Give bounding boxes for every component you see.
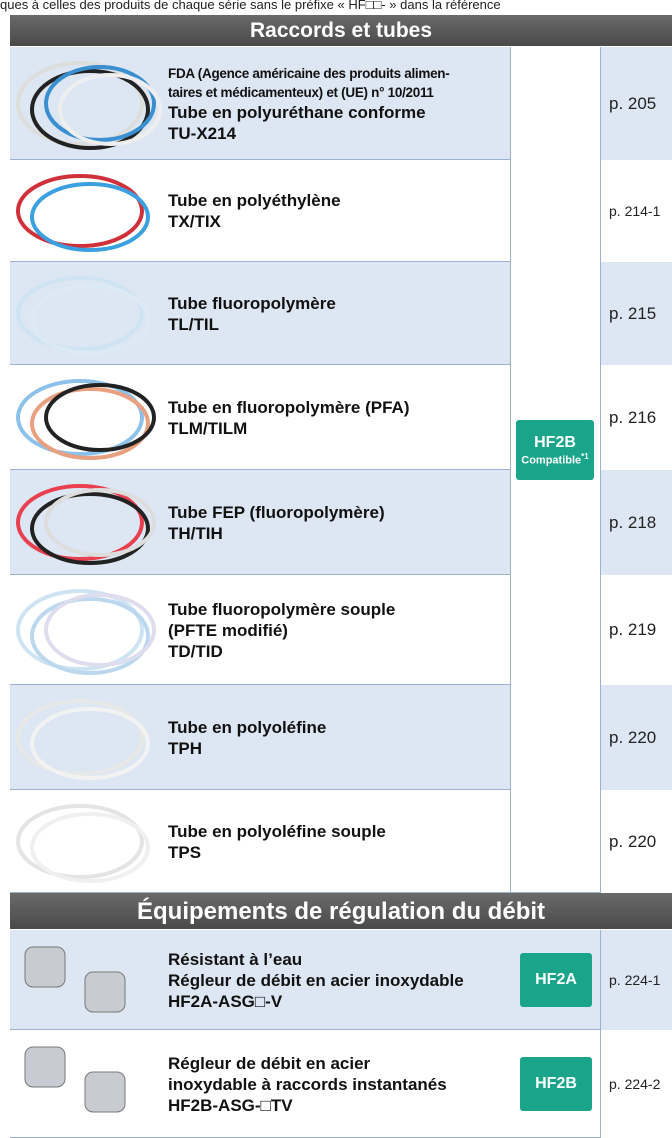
- product-text: Tube en fluoropolymère (PFA) TLM/TILM: [168, 365, 503, 470]
- product-image: [24, 1046, 126, 1113]
- product-text: Tube en polyoléfine souple TPS: [168, 790, 503, 893]
- text-line: Tube fluoropolymère: [168, 293, 336, 313]
- text-line: TPS: [168, 842, 202, 862]
- text-line: (PFTE modifié): [168, 620, 288, 640]
- badge: HF2B: [520, 1057, 592, 1111]
- badge: HF2A: [520, 953, 592, 1007]
- product-text: Tube FEP (fluoropolymère) TH/TIH: [168, 470, 503, 575]
- badge-note-text: Compatible: [521, 454, 582, 467]
- text-line: TL/TIL: [168, 314, 219, 334]
- text-line: Tube en polyoléfine souple: [168, 821, 386, 841]
- product-image: [16, 589, 156, 675]
- text-line: TPH: [168, 738, 202, 758]
- badge: HF2B Compatible*1: [516, 420, 594, 480]
- text-line: Tube en fluoropolymère (PFA): [168, 397, 410, 417]
- product-text: Régleur de débit en acier inoxydable à ra…: [168, 1030, 503, 1138]
- page-ref: p. 216: [600, 365, 672, 470]
- page-ref: p. 220: [600, 685, 672, 790]
- top-note: ques à celles des produits de chaque sér…: [0, 0, 501, 12]
- product-text: Tube en polyoléfine TPH: [168, 685, 503, 790]
- text-line: HF2B-ASG-□TV: [168, 1095, 293, 1115]
- section-title: Équipements de régulation du débit: [10, 893, 672, 930]
- text-line: inoxydable à raccords instantanés: [168, 1074, 447, 1094]
- product-image: [16, 276, 150, 355]
- text-line: Tube fluoropolymère souple: [168, 599, 396, 619]
- footnote-ref: *1: [581, 451, 589, 461]
- product-image: [16, 174, 150, 252]
- badge-note: Compatible*1: [516, 452, 594, 467]
- page-ref: p. 219: [600, 575, 672, 685]
- text-line: Régleur de débit en acier: [168, 1053, 371, 1073]
- text-line: Tube en polyuréthane conforme: [168, 102, 426, 122]
- product-image: [16, 804, 150, 883]
- page-ref: p. 224-2: [600, 1030, 672, 1138]
- section-title: Raccords et tubes: [10, 15, 672, 47]
- product-image: [16, 379, 156, 460]
- text-line: FDA (Agence américaine des produits alim…: [168, 65, 450, 81]
- product-image: [16, 484, 156, 565]
- text-line: taires et médicamenteux) et (UE) n° 10/2…: [168, 84, 434, 100]
- product-text: FDA (Agence américaine des produits alim…: [168, 47, 503, 160]
- product-text: Résistant à l’eau Régleur de débit en aci…: [168, 930, 503, 1030]
- product-image: [16, 61, 162, 150]
- page-ref: p. 205: [600, 47, 672, 160]
- text-line: Tube en polyoléfine: [168, 717, 327, 737]
- page-ref: p. 224-1: [600, 930, 672, 1030]
- page-ref: p. 214-1: [600, 160, 672, 262]
- text-line: TLM/TILM: [168, 418, 248, 438]
- page-ref: p. 220: [600, 790, 672, 893]
- product-text: Tube en polyéthylène TX/TIX: [168, 160, 503, 262]
- text-line: Régleur de débit en acier inoxydable: [168, 970, 464, 990]
- product-text: Tube fluoropolymère souple (PFTE modifié)…: [168, 575, 503, 685]
- text-line: TX/TIX: [168, 212, 221, 231]
- text-line: TU-X214: [168, 123, 237, 143]
- text-line: Tube en polyéthylène: [168, 191, 341, 210]
- product-text: Tube fluoropolymère TL/TIL: [168, 262, 503, 365]
- page-ref: p. 215: [600, 262, 672, 365]
- product-image: [24, 946, 126, 1013]
- text-line: TD/TID: [168, 641, 223, 661]
- product-image: [16, 699, 150, 780]
- text-line: Résistant à l’eau: [168, 949, 303, 969]
- page-ref: p. 218: [600, 470, 672, 575]
- text-line: TH/TIH: [168, 523, 223, 543]
- badge-label: HF2B: [534, 433, 576, 451]
- text-line: HF2A-ASG□-V: [168, 991, 283, 1011]
- text-line: Tube FEP (fluoropolymère): [168, 502, 385, 522]
